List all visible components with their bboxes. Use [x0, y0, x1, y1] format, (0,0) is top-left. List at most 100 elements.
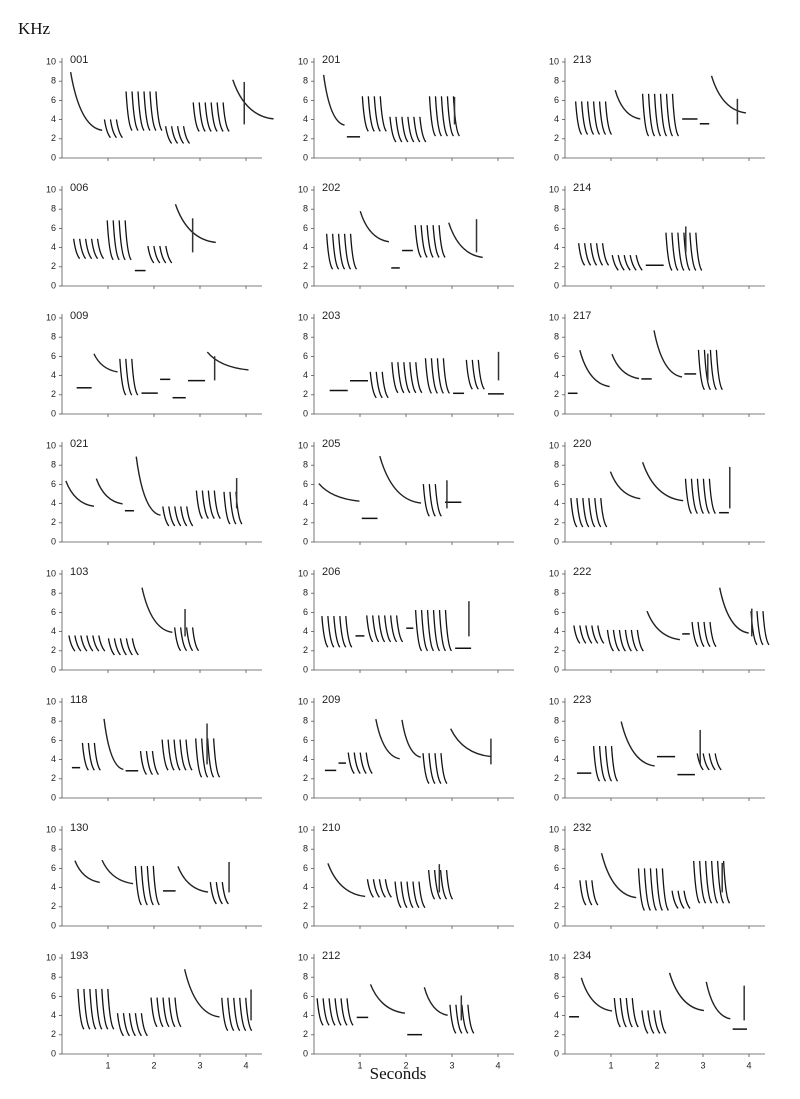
trace	[394, 881, 402, 909]
trace	[413, 116, 421, 143]
trace	[179, 739, 187, 771]
y-tick-label: 2	[303, 1029, 308, 1039]
y-tick-label: 6	[303, 991, 308, 1001]
trace	[703, 349, 712, 391]
trace	[78, 238, 87, 260]
trace	[180, 506, 188, 527]
trace	[591, 880, 599, 906]
trace	[346, 998, 354, 1026]
trace	[395, 116, 403, 143]
y-tick-label: 2	[51, 1029, 56, 1039]
trace	[359, 210, 390, 243]
trace	[424, 358, 433, 394]
trace	[174, 506, 182, 527]
y-tick-label: 2	[554, 645, 559, 655]
trace	[598, 745, 607, 782]
y-tick-label: 6	[51, 351, 56, 361]
trace	[322, 74, 345, 126]
trace	[715, 349, 723, 391]
trace	[115, 119, 123, 139]
trace	[337, 233, 346, 270]
trace	[125, 638, 133, 656]
y-tick-label: 0	[554, 1048, 559, 1058]
trace	[620, 721, 655, 767]
y-tick-label: 4	[303, 882, 308, 892]
trace	[361, 96, 369, 132]
y-tick-label: 0	[303, 920, 308, 930]
trace	[613, 998, 621, 1028]
trace	[439, 869, 448, 900]
trace	[359, 752, 367, 774]
trace	[106, 220, 114, 261]
y-tick-label: 6	[303, 863, 308, 873]
trace	[152, 866, 160, 906]
y-tick-label: 2	[554, 1029, 559, 1039]
trace	[72, 238, 81, 260]
y-tick-label: 4	[51, 114, 56, 124]
trace	[576, 498, 584, 528]
panel-label: 021	[70, 438, 88, 450]
y-tick-label: 4	[554, 1010, 559, 1020]
y-tick-label: 4	[51, 1010, 56, 1020]
trace	[215, 882, 223, 905]
panel-label: 009	[70, 310, 88, 322]
panel: 0 2 4 6 8 10 222	[549, 566, 770, 674]
trace	[434, 753, 442, 784]
trace	[168, 997, 176, 1028]
trace	[321, 616, 329, 648]
panel: 0 2 4 6 8 10 202	[298, 182, 514, 290]
trace	[210, 102, 218, 132]
trace	[708, 478, 716, 514]
trace	[118, 220, 126, 261]
y-tick-label: 4	[303, 242, 308, 252]
trace	[606, 629, 614, 652]
trace	[134, 1013, 142, 1037]
trace	[696, 478, 704, 514]
trace	[595, 243, 604, 266]
y-tick-label: 10	[298, 952, 308, 962]
y-tick-label: 4	[51, 882, 56, 892]
trace	[159, 245, 167, 264]
y-tick-label: 4	[51, 754, 56, 764]
y-tick-label: 6	[303, 735, 308, 745]
trace	[624, 629, 632, 652]
trace	[677, 890, 685, 909]
y-tick-label: 2	[51, 645, 56, 655]
trace	[90, 238, 99, 260]
y-tick-label: 8	[51, 76, 56, 86]
trace	[128, 1013, 136, 1037]
y-tick-label: 8	[303, 972, 308, 982]
trace	[683, 890, 691, 909]
trace	[122, 1013, 130, 1037]
trace	[367, 96, 375, 132]
trace	[146, 866, 154, 906]
y-tick-label: 6	[303, 479, 308, 489]
trace	[119, 358, 127, 396]
y-tick-label: 6	[51, 863, 56, 873]
trace	[103, 119, 111, 139]
trace	[174, 204, 216, 244]
y-tick-label: 8	[51, 844, 56, 854]
trace	[389, 615, 398, 643]
trace	[179, 627, 188, 652]
trace	[705, 981, 731, 1020]
y-tick-label: 0	[554, 536, 559, 546]
trace	[420, 225, 428, 258]
trace	[697, 621, 705, 648]
trace	[77, 988, 85, 1030]
trace	[174, 997, 182, 1028]
trace	[440, 96, 449, 137]
trace	[762, 611, 770, 646]
trace	[579, 349, 610, 388]
trace	[710, 860, 719, 904]
y-tick-label: 0	[303, 280, 308, 290]
y-tick-label: 4	[303, 754, 308, 764]
trace	[643, 868, 652, 911]
y-tick-label: 10	[549, 56, 559, 66]
trace	[316, 998, 324, 1026]
y-tick-label: 4	[51, 242, 56, 252]
y-tick-label: 2	[303, 645, 308, 655]
y-tick-label: 6	[51, 607, 56, 617]
trace	[625, 998, 633, 1028]
